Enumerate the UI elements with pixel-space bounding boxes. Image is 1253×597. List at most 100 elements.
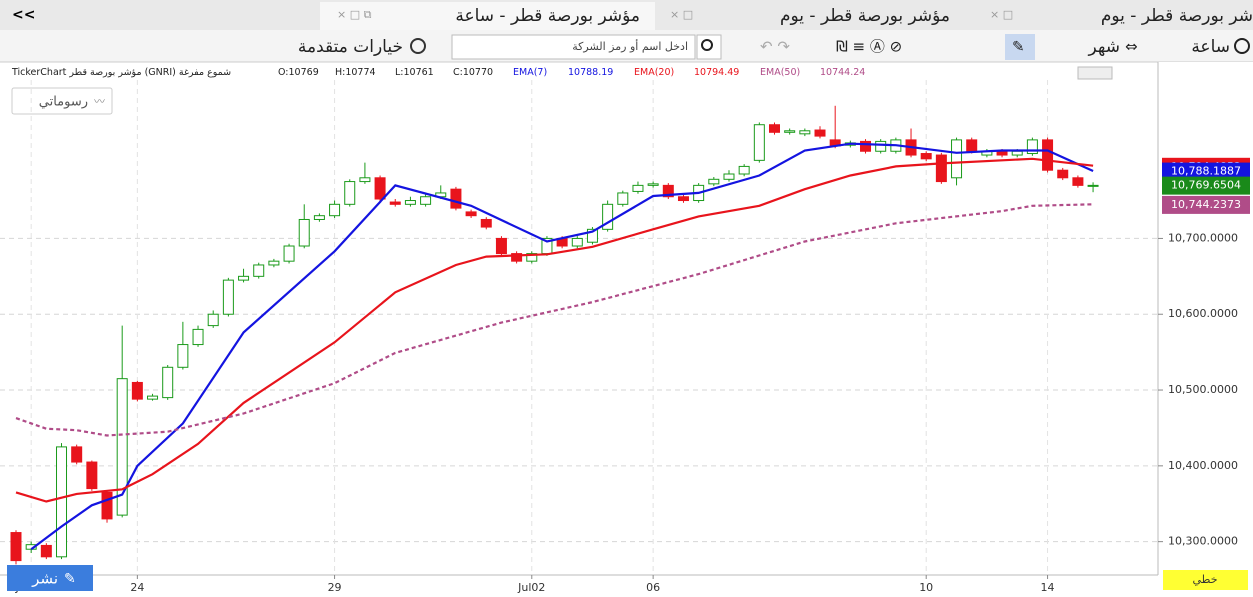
candle-body [814,129,826,137]
advanced-options[interactable]: خيارات متقدمة [298,37,403,57]
candle-body [784,130,796,133]
undo-icon[interactable]: ↶ ↷ [760,38,790,56]
candle-body [268,260,280,266]
price-badge-label: 10,744.2373 [1171,198,1241,211]
candle-body [480,218,492,228]
candle-body [450,188,462,209]
candle-body [40,544,52,558]
info-ema50-value: 10744.24 [820,67,865,78]
candle-body [860,140,872,152]
y-tick-label: 10,600.0000 [1168,307,1238,320]
pen-icon[interactable]: ✎ [1012,38,1025,56]
candle-body [116,378,128,516]
candle-body [769,124,780,133]
candle-body [1042,139,1054,171]
candle-body [875,140,887,152]
candle-body [662,184,674,198]
candle-body [799,130,811,135]
candle-body [951,139,963,179]
tab-title[interactable]: مؤشر بورصة قطر - يوم [780,6,950,26]
info-name: TickerChart مؤشر بورصة قطر (GNRI) شموع م… [11,67,231,78]
candle-body [1057,169,1069,179]
candle-body [647,183,659,186]
publish-icon: ✎ [64,571,76,587]
active-tab[interactable] [320,2,655,30]
info-close: C:10770 [453,67,493,78]
plot: 10,300.0000 10,400.0000 10,500.0000 10,600.… [0,80,1238,594]
price-badge-label: 10,769.6504 [1171,179,1241,192]
candle-body [344,181,356,205]
gear-icon[interactable] [410,38,426,54]
y-tick-label: 10,300.0000 [1168,535,1238,548]
candle-body [298,218,310,247]
candle-body [207,313,219,327]
candle-body [920,153,932,160]
my-drawings-button[interactable] [11,87,113,115]
price-badge [1162,195,1250,214]
candle-body [101,491,113,520]
period-month[interactable]: شهر [1088,37,1120,57]
info-open: O:10769 [278,67,319,78]
candle-body [86,461,98,490]
search-icon [701,39,713,51]
indicator-line [30,142,1094,551]
candle-body [162,366,174,399]
candle-body [253,264,265,277]
tab-close[interactable]: × □ [990,8,1013,21]
candle-body [526,253,538,262]
price-badge [1162,162,1250,181]
draw-tool-active[interactable] [1005,34,1035,60]
tab-close[interactable]: × □ [670,8,693,21]
candle-body [966,139,978,152]
candle-body [177,344,189,368]
candle-body [374,177,386,200]
candle-body [571,237,583,247]
tab-close[interactable]: × □ ⧉ [337,8,372,21]
indicator-line [15,157,1094,503]
candle-body [935,154,947,183]
candle-body [238,275,250,281]
x-tick-label: Jul02 [517,581,545,594]
info-low: L:10761 [395,67,434,78]
x-tick-label: 06 [646,581,660,594]
tab-title[interactable]: شر بورصة قطر - يوم [1101,6,1253,26]
info-line: TickerChart مؤشر بورصة قطر (GNRI) شموع م… [11,67,865,78]
candle-body [738,165,750,175]
line-mode-button[interactable] [1163,570,1248,590]
candle-body [617,192,629,205]
candle-body [329,203,341,217]
my-drawings[interactable]: رسوماتي [39,95,88,110]
y-tick-label: 10,400.0000 [1168,459,1238,472]
interval-hour[interactable]: ساعة [1191,37,1230,57]
candle-body [1026,139,1038,155]
clock-icon [1234,38,1250,54]
candle-body [10,532,22,562]
period-icon: ⇔ [1125,38,1138,56]
publish-button[interactable] [7,565,93,591]
candle-body [25,544,37,550]
collapse-button[interactable]: << [12,7,35,23]
candle-body [283,245,295,262]
tool-icons[interactable]: ₪ ≡ Ⓐ ⊘ [836,38,902,56]
candle-body [1011,150,1023,156]
indicator-line [15,203,1094,437]
tab-title[interactable]: مؤشر بورصة قطر - ساعة [455,6,640,26]
y-axis-panel [1158,62,1253,597]
y-tick-label: 10,500.0000 [1168,383,1238,396]
candle-body [420,196,432,205]
info-ema20-value: 10794.49 [694,67,739,78]
candle-body [602,203,614,230]
search-button[interactable] [696,34,722,60]
line-mode-label[interactable]: خطي [1193,573,1218,586]
candle-body [708,178,720,185]
price-badge-label: 10,788.1887 [1171,165,1241,178]
candle-body [753,124,765,161]
window-controls[interactable] [1077,66,1113,80]
price-badge [1162,176,1250,195]
x-tick-label: 29 [328,581,342,594]
info-ema7-value: 10788.19 [568,67,613,78]
search-box[interactable] [451,34,696,60]
candle-body [996,150,1008,156]
publish-label[interactable]: نشر [31,570,58,588]
